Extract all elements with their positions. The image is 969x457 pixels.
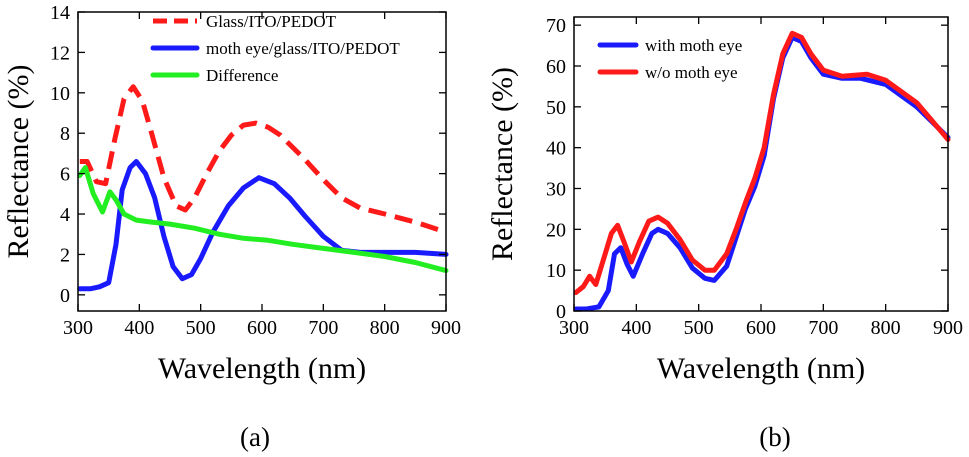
x-tick-label-a: 900 <box>431 317 461 339</box>
panel-b-chart: 300 400 500 600 700 800 900 0 10 20 30 40 50 60 70 Wave… <box>486 15 963 385</box>
x-tick-label-b: 900 <box>933 317 963 339</box>
y-tick-label-a: 6 <box>60 164 70 186</box>
series-line-b-0 <box>573 34 951 312</box>
x-axis-title-b: Wavelength (nm) <box>657 352 865 385</box>
x-tick-label-b: 700 <box>808 317 838 339</box>
x-tick-label-a: 700 <box>308 317 338 339</box>
y-tick-label-a: 10 <box>50 83 70 105</box>
x-tick-label-b: 300 <box>559 317 589 339</box>
y-tick-label-b: 30 <box>546 179 566 201</box>
y-tick-label-a: 12 <box>50 42 70 64</box>
x-tick-label-a: 400 <box>124 317 154 339</box>
y-tick-label-a: 8 <box>60 123 70 145</box>
legend-label-a-1: moth eye/glass/ITO/PEDOT <box>206 39 400 58</box>
y-tick-label-a: 14 <box>50 2 70 24</box>
legend-label-b-0: with moth eye <box>645 36 742 55</box>
legend-label-a-2: Difference <box>206 66 278 85</box>
x-tick-label-a: 600 <box>247 317 277 339</box>
y-tick-label-a: 0 <box>60 285 70 307</box>
y-tick-label-b: 20 <box>546 219 566 241</box>
series-line-a-0 <box>79 84 447 235</box>
series-line-a-1 <box>77 159 449 292</box>
x-tick-label-b: 400 <box>621 317 651 339</box>
y-tick-label-b: 0 <box>556 301 566 323</box>
x-tick-label-b: 600 <box>746 317 776 339</box>
y-tick-label-a: 2 <box>60 244 70 266</box>
panel-b-label: (b) <box>759 422 790 452</box>
x-tick-label-a: 500 <box>186 317 216 339</box>
y-axis-title-b: Reflectance (%) <box>486 67 519 261</box>
series-line-a-2 <box>77 165 449 274</box>
y-tick-label-b: 10 <box>546 260 566 282</box>
series-line-b-1 <box>573 30 951 296</box>
y-tick-label-b: 50 <box>546 97 566 119</box>
x-tick-label-b: 500 <box>684 317 714 339</box>
legend-label-b-1: w/o moth eye <box>645 63 738 82</box>
x-tick-label-a: 300 <box>63 317 93 339</box>
y-tick-label-b: 40 <box>546 138 566 160</box>
legend-label-a-0: Glass/ITO/PEDOT <box>206 12 337 31</box>
x-tick-label-a: 800 <box>370 317 400 339</box>
y-tick-label-b: 70 <box>546 15 566 37</box>
x-tick-label-b: 800 <box>871 317 901 339</box>
panel-a-label: (a) <box>240 422 270 452</box>
panel-a-chart: 300 400 500 600 700 800 900 0 2 4 6 8 10 12 14 Waveleng… <box>2 2 461 385</box>
y-tick-label-b: 60 <box>546 56 566 78</box>
y-axis-title-a: Reflectance (%) <box>2 64 35 258</box>
y-tick-label-a: 4 <box>60 204 70 226</box>
x-axis-title-a: Wavelength (nm) <box>158 352 366 385</box>
